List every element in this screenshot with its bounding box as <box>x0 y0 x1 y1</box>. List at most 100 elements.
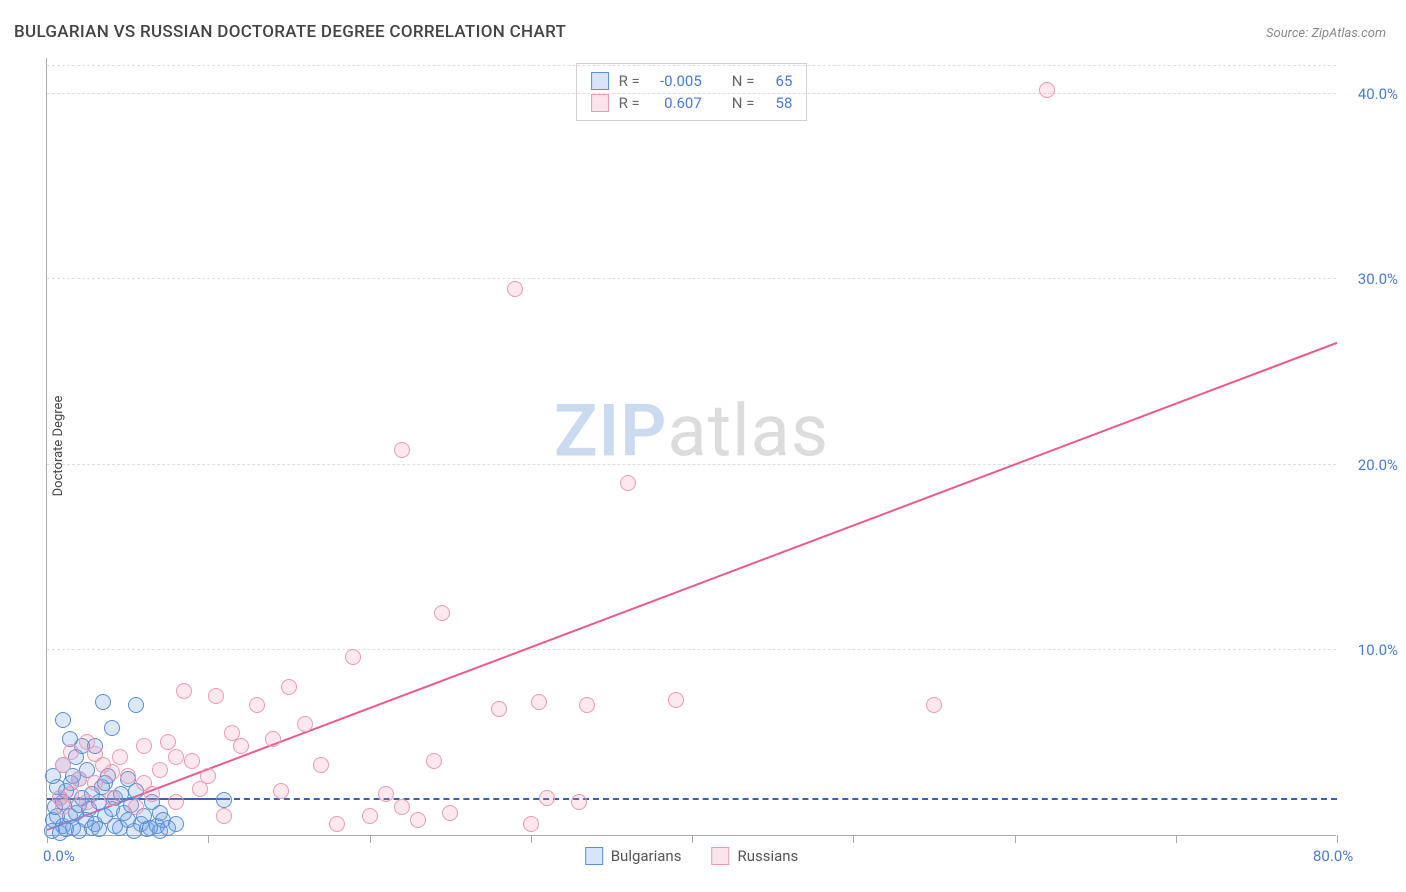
n-label: N = <box>732 94 755 112</box>
data-point <box>136 738 152 754</box>
data-point <box>112 749 128 765</box>
data-point <box>142 820 158 836</box>
data-point <box>313 757 329 773</box>
data-point <box>216 792 232 808</box>
gridline-h <box>47 278 1336 279</box>
gridline-h <box>47 464 1336 465</box>
data-point <box>176 683 192 699</box>
legend-item-bulgarians: Bulgarians <box>585 847 682 865</box>
n-value-blue: 65 <box>764 72 792 90</box>
data-point <box>104 764 120 780</box>
legend-series: Bulgarians Russians <box>585 847 799 865</box>
n-label: N = <box>732 72 755 90</box>
data-point <box>249 697 265 713</box>
data-point <box>104 720 120 736</box>
source-name: ZipAtlas.com <box>1311 26 1386 41</box>
data-point <box>79 794 95 810</box>
data-point <box>120 768 136 784</box>
data-point <box>378 786 394 802</box>
data-point <box>160 734 176 750</box>
plot-area: ZIPatlas R = -0.005 N = 65 R = 0.607 N =… <box>46 58 1336 836</box>
data-point <box>91 821 107 837</box>
data-point <box>95 694 111 710</box>
legend-label: Russians <box>737 847 798 865</box>
r-label: R = <box>619 94 640 112</box>
xtick <box>531 835 532 843</box>
data-point <box>55 757 71 773</box>
data-point <box>87 775 103 791</box>
ytick-label: 30.0% <box>1342 270 1398 288</box>
data-point <box>668 692 684 708</box>
data-point <box>531 694 547 710</box>
data-point <box>434 605 450 621</box>
legend-stats: R = -0.005 N = 65 R = 0.607 N = 58 <box>576 63 808 121</box>
data-point <box>273 783 289 799</box>
trendline <box>47 342 1338 831</box>
data-point <box>394 799 410 815</box>
legend-stats-row-pink: R = 0.607 N = 58 <box>591 92 793 114</box>
data-point <box>87 746 103 762</box>
data-point <box>620 475 636 491</box>
ytick-label: 40.0% <box>1342 85 1398 103</box>
data-point <box>55 712 71 728</box>
legend-item-russians: Russians <box>711 847 798 865</box>
data-point <box>224 725 240 741</box>
data-point <box>442 805 458 821</box>
data-point <box>128 799 144 815</box>
data-point <box>168 749 184 765</box>
legend-stats-row-blue: R = -0.005 N = 65 <box>591 70 793 92</box>
data-point <box>184 753 200 769</box>
data-point <box>426 753 442 769</box>
legend-swatch-pink <box>591 94 609 112</box>
data-point <box>152 762 168 778</box>
xtick <box>692 835 693 843</box>
gridline-h <box>47 649 1336 650</box>
xtick-label: 80.0% <box>1313 847 1353 865</box>
data-point <box>539 790 555 806</box>
data-point <box>216 808 232 824</box>
chart-container: BULGARIAN VS RUSSIAN DOCTORATE DEGREE CO… <box>0 0 1406 892</box>
n-value-pink: 58 <box>764 94 792 112</box>
gridline-h <box>47 65 1336 66</box>
data-point <box>571 794 587 810</box>
data-point <box>52 790 68 806</box>
legend-label: Bulgarians <box>611 847 682 865</box>
data-point <box>200 768 216 784</box>
data-point <box>128 697 144 713</box>
data-point <box>297 716 313 732</box>
data-point <box>507 281 523 297</box>
data-point <box>329 816 345 832</box>
data-point <box>1039 82 1055 98</box>
data-point <box>926 697 942 713</box>
data-point <box>491 701 507 717</box>
source-label: Source: <box>1266 26 1311 41</box>
legend-swatch-blue <box>591 72 609 90</box>
chart-title: BULGARIAN VS RUSSIAN DOCTORATE DEGREE CO… <box>14 22 566 42</box>
source-attribution: Source: ZipAtlas.com <box>1266 26 1386 41</box>
xtick <box>1015 835 1016 843</box>
data-point <box>362 808 378 824</box>
r-value-blue: -0.005 <box>650 72 702 90</box>
data-point <box>168 816 184 832</box>
data-point <box>523 816 539 832</box>
watermark-part-a: ZIP <box>554 388 667 473</box>
legend-swatch-blue <box>585 847 603 865</box>
xtick <box>1176 835 1177 843</box>
watermark-part-b: atlas <box>667 388 829 473</box>
gridline-h <box>47 93 1336 94</box>
xtick-label: 0.0% <box>43 847 75 865</box>
xtick <box>370 835 371 843</box>
xtick <box>208 835 209 843</box>
data-point <box>410 812 426 828</box>
data-point <box>208 688 224 704</box>
watermark: ZIPatlas <box>554 388 829 473</box>
data-point <box>345 649 361 665</box>
xtick <box>1337 835 1338 843</box>
data-point <box>107 818 123 834</box>
r-value-pink: 0.607 <box>650 94 702 112</box>
data-point <box>136 775 152 791</box>
data-point <box>265 731 281 747</box>
data-point <box>394 442 410 458</box>
r-label: R = <box>619 72 640 90</box>
data-point <box>126 823 142 839</box>
